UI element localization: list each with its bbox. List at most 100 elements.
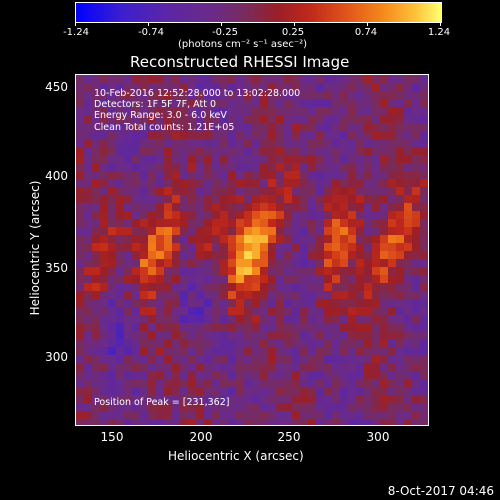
heatmap-cell [284,163,292,171]
heatmap-cell [388,107,396,115]
heatmap-cell [372,379,380,387]
heatmap-cell [148,371,156,379]
heatmap-cell [404,163,412,171]
heatmap-cell [204,403,212,411]
heatmap-cell [260,291,268,299]
heatmap-cell [156,163,164,171]
heatmap-cell [236,211,244,219]
heatmap-cell [348,83,356,91]
heatmap-cell [180,139,188,147]
heatmap-cell [308,83,316,91]
heatmap-cell [124,259,132,267]
heatmap-cell [252,187,260,195]
heatmap-cell [420,331,428,339]
heatmap-cell [340,403,348,411]
heatmap-cell [316,235,324,243]
heatmap-cell [308,195,316,203]
heatmap-cell [212,115,220,123]
heatmap-cell [188,99,196,107]
heatmap-cell [244,299,252,307]
heatmap-cell [268,155,276,163]
heatmap-cell [300,411,308,419]
heatmap-cell [356,291,364,299]
heatmap-cell [260,323,268,331]
heatmap-cell [292,355,300,363]
heatmap-cell [332,411,340,419]
x-tick-label: 150 [100,430,124,444]
heatmap-cell [196,267,204,275]
heatmap-cell [276,267,284,275]
heatmap-cell [396,251,404,259]
heatmap-cell [164,307,172,315]
heatmap-cell [180,107,188,115]
heatmap-cell [380,139,388,147]
heatmap-cell [260,235,268,243]
heatmap-cell [340,363,348,371]
heatmap-cell [164,131,172,139]
heatmap-cell [316,387,324,395]
heatmap-cell [260,243,268,251]
heatmap-cell [292,195,300,203]
heatmap-cell [252,243,260,251]
heatmap-cell [220,203,228,211]
heatmap-cell [356,251,364,259]
heatmap-cell [84,387,92,395]
heatmap-cell [388,251,396,259]
heatmap-cell [180,347,188,355]
heatmap-cell [196,387,204,395]
heatmap-cell [260,187,268,195]
heatmap-cell [268,131,276,139]
heatmap-cell [156,99,164,107]
heatmap-cell [116,283,124,291]
heatmap-cell [92,131,100,139]
heatmap-cell [348,211,356,219]
heatmap-cell [172,395,180,403]
heatmap-cell [356,211,364,219]
heatmap-cell [124,315,132,323]
heatmap-cell [148,251,156,259]
heatmap-cell [308,315,316,323]
heatmap-cell [132,83,140,91]
heatmap-cell [284,75,292,83]
heatmap-cell [108,283,116,291]
heatmap-cell [292,171,300,179]
heatmap-cell [268,355,276,363]
heatmap-cell [292,99,300,107]
heatmap-cell [324,195,332,203]
heatmap-cell [276,115,284,123]
heatmap-cell [364,395,372,403]
heatmap-cell [420,299,428,307]
heatmap-cell [316,395,324,403]
heatmap-cell [140,235,148,243]
heatmap-cell [308,211,316,219]
heatmap-cell [188,203,196,211]
heatmap-cell [156,307,164,315]
heatmap-cell [388,275,396,283]
heatmap-cell [412,99,420,107]
heatmap-cell [164,75,172,83]
heatmap-cell [220,147,228,155]
heatmap-cell [196,315,204,323]
heatmap-cell [412,323,420,331]
heatmap-cell [132,259,140,267]
heatmap-cell [228,123,236,131]
heatmap-cell [420,379,428,387]
heatmap-cell [252,147,260,155]
heatmap-cell [292,387,300,395]
heatmap-cell [316,331,324,339]
heatmap-cell [196,339,204,347]
heatmap-cell [412,91,420,99]
heatmap-cell [180,219,188,227]
heatmap-cell [284,107,292,115]
heatmap-cell [412,115,420,123]
heatmap-cell [76,315,84,323]
heatmap-canvas [76,75,428,425]
heatmap-cell [412,131,420,139]
heatmap-cell [316,219,324,227]
heatmap-cell [252,339,260,347]
heatmap-cell [212,171,220,179]
heatmap-cell [276,171,284,179]
heatmap-cell [196,243,204,251]
heatmap-cell [244,283,252,291]
heatmap-cell [100,171,108,179]
